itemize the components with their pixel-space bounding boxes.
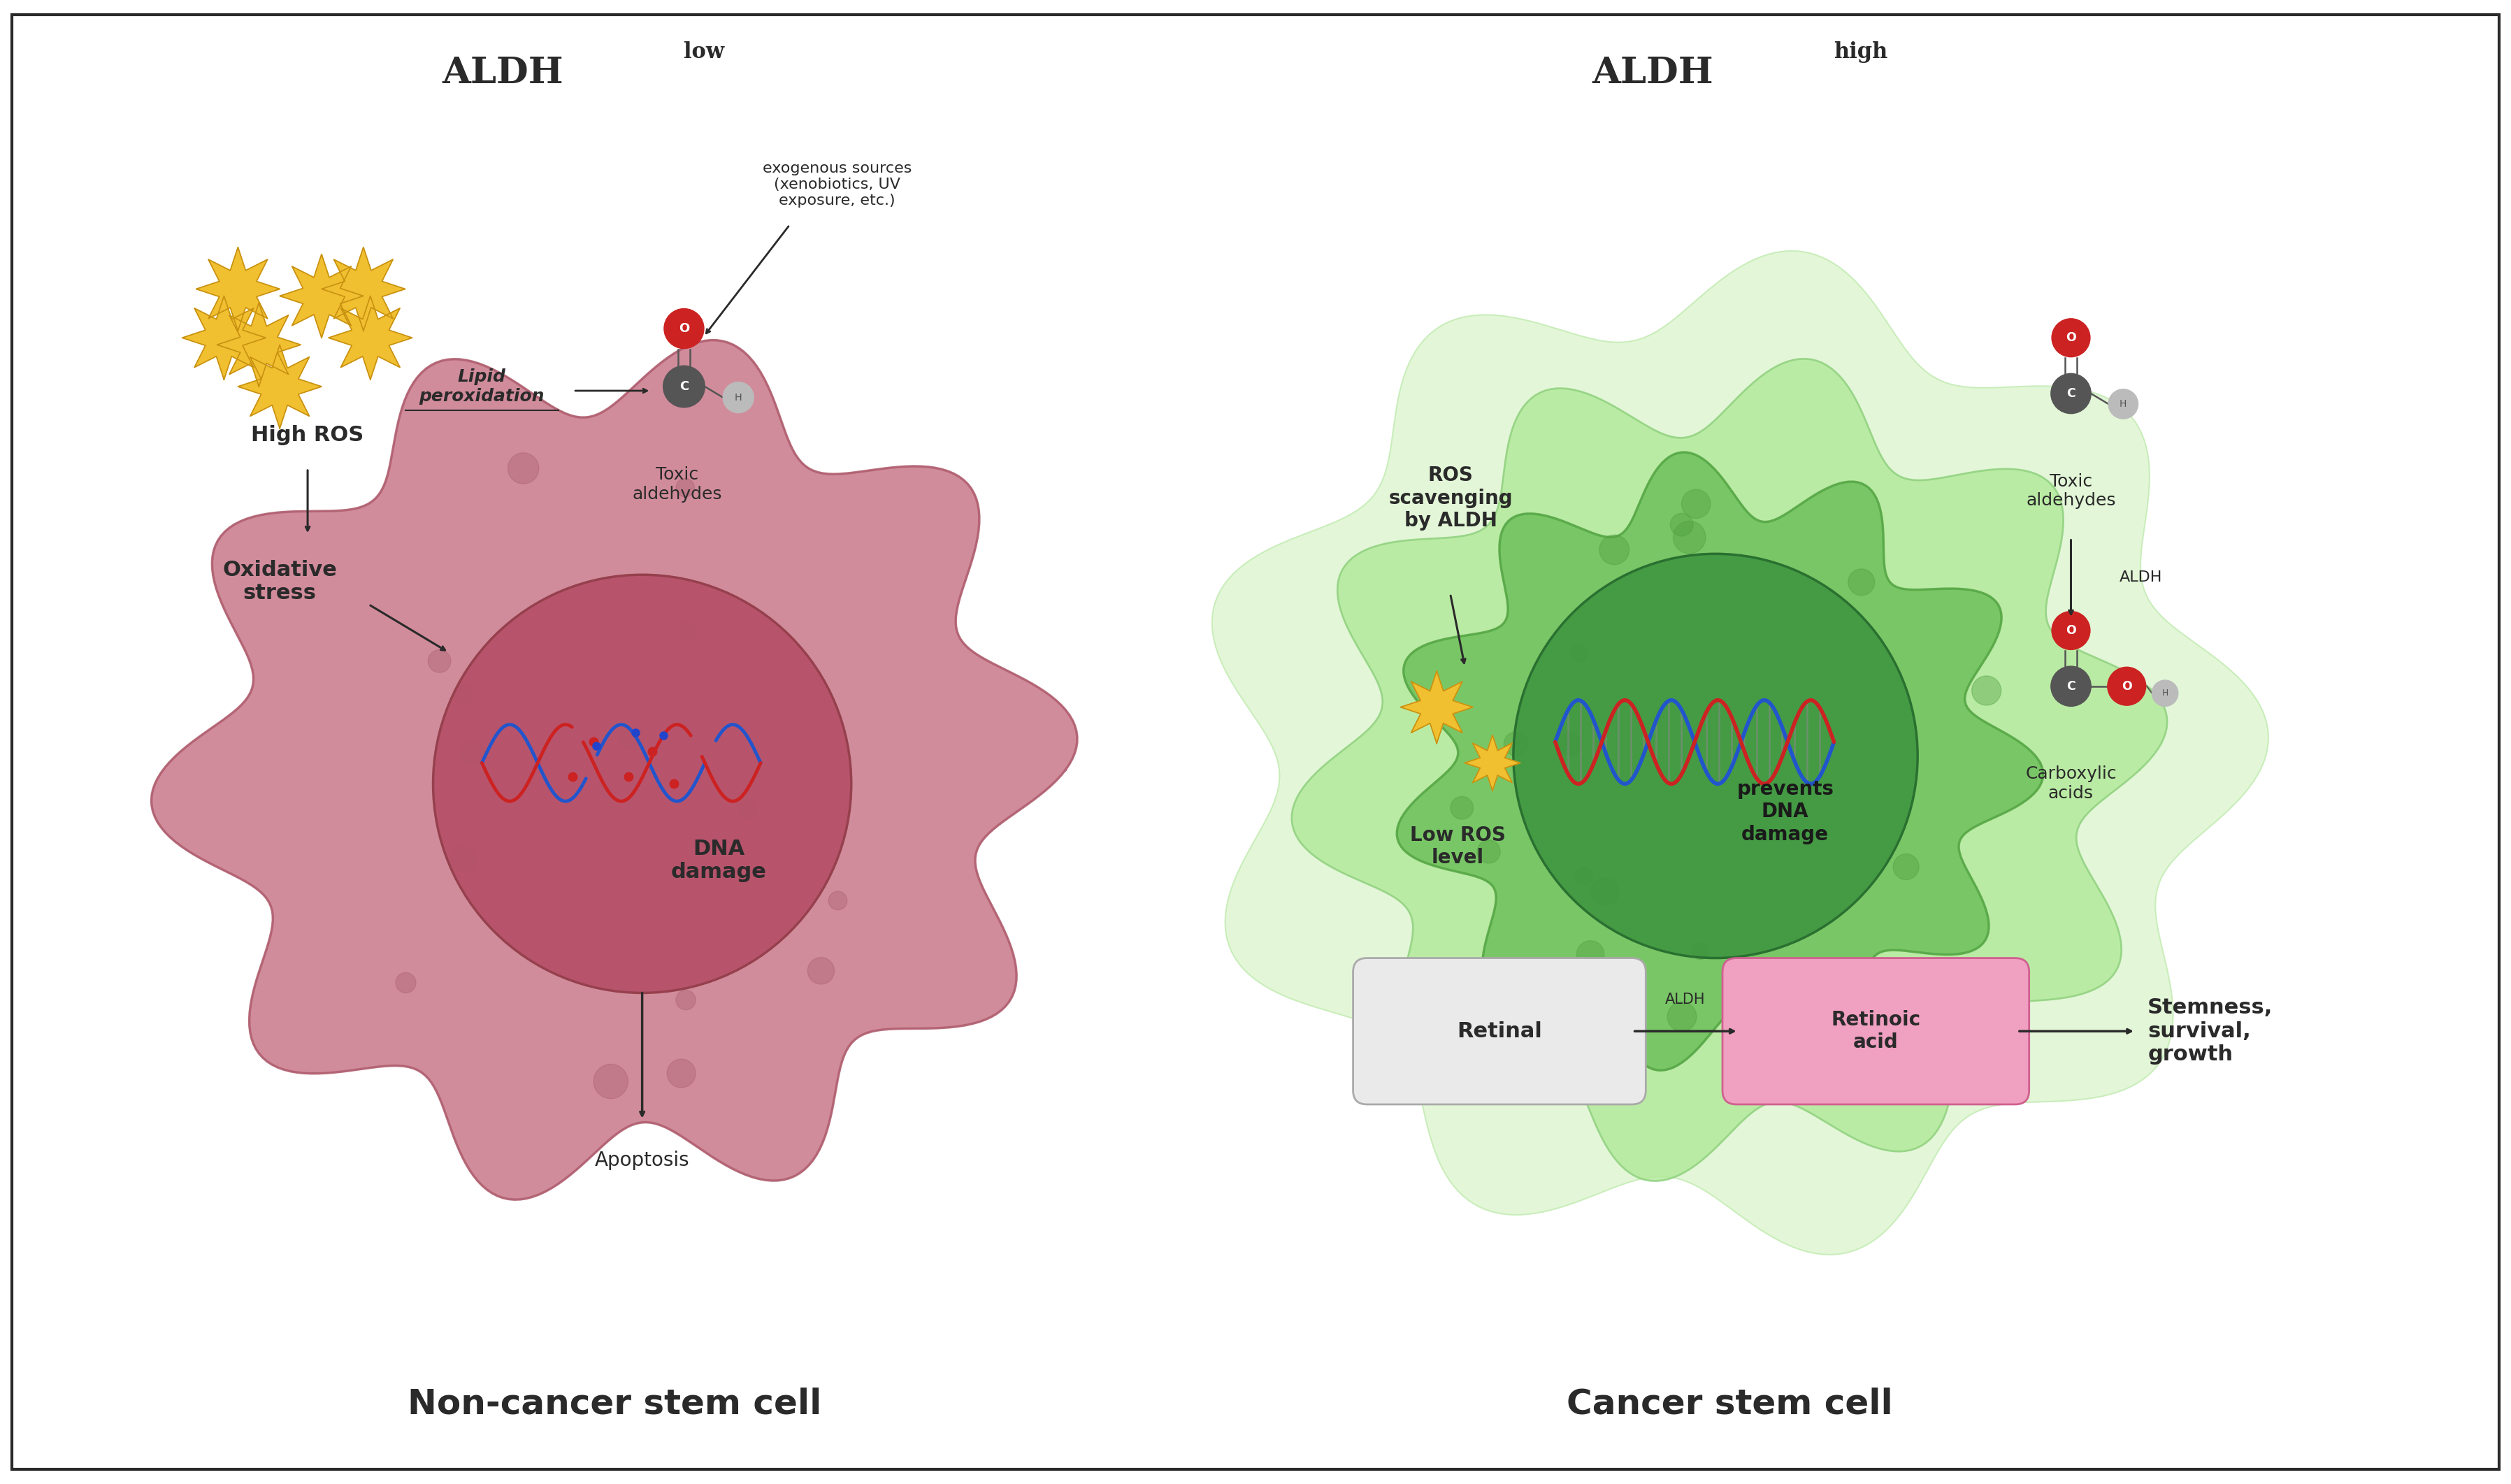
Circle shape bbox=[2107, 668, 2147, 705]
Polygon shape bbox=[239, 344, 321, 429]
Circle shape bbox=[2051, 319, 2089, 358]
Text: Lipid
peroxidation: Lipid peroxidation bbox=[419, 368, 545, 405]
Text: Non-cancer stem cell: Non-cancer stem cell bbox=[407, 1388, 821, 1420]
Polygon shape bbox=[1291, 359, 2167, 1181]
Circle shape bbox=[2051, 666, 2092, 706]
Text: O: O bbox=[2067, 625, 2077, 637]
Circle shape bbox=[460, 741, 485, 766]
Polygon shape bbox=[279, 254, 364, 338]
Text: O: O bbox=[678, 322, 691, 335]
Circle shape bbox=[454, 686, 472, 705]
Text: Retinal: Retinal bbox=[1456, 1021, 1542, 1042]
Text: exogenous sources
(xenobiotics, UV
exposure, etc.): exogenous sources (xenobiotics, UV expos… bbox=[763, 162, 911, 208]
FancyBboxPatch shape bbox=[1723, 959, 2029, 1104]
Circle shape bbox=[678, 622, 696, 640]
FancyBboxPatch shape bbox=[1353, 959, 1645, 1104]
Text: prevents
DNA
damage: prevents DNA damage bbox=[1738, 779, 1833, 844]
Circle shape bbox=[1682, 490, 1710, 518]
Circle shape bbox=[2051, 374, 2092, 414]
Text: high: high bbox=[1833, 42, 1888, 62]
Circle shape bbox=[1667, 1002, 1697, 1031]
Circle shape bbox=[663, 365, 706, 408]
Text: ROS
scavenging
by ALDH: ROS scavenging by ALDH bbox=[1389, 466, 1512, 530]
Circle shape bbox=[1451, 797, 1474, 819]
Circle shape bbox=[507, 453, 540, 484]
Circle shape bbox=[1971, 675, 2001, 705]
Text: Low ROS
level: Low ROS level bbox=[1409, 825, 1507, 868]
Circle shape bbox=[668, 1060, 696, 1088]
Circle shape bbox=[1600, 534, 1630, 565]
Circle shape bbox=[1476, 840, 1499, 864]
Circle shape bbox=[2051, 611, 2089, 650]
Text: C: C bbox=[2067, 680, 2077, 693]
Text: C: C bbox=[680, 380, 688, 393]
Circle shape bbox=[1893, 853, 1918, 880]
Text: Retinoic
acid: Retinoic acid bbox=[1831, 1011, 1921, 1052]
Text: C: C bbox=[2067, 387, 2077, 399]
Polygon shape bbox=[1396, 453, 2044, 1070]
Text: DNA
damage: DNA damage bbox=[670, 838, 766, 883]
Text: low: low bbox=[683, 42, 726, 62]
Text: H: H bbox=[736, 393, 743, 402]
Circle shape bbox=[618, 729, 638, 749]
Text: Carboxylic
acids: Carboxylic acids bbox=[2026, 766, 2117, 801]
Text: ALDH: ALDH bbox=[442, 55, 562, 91]
Circle shape bbox=[663, 309, 703, 349]
Text: Cancer stem cell: Cancer stem cell bbox=[1567, 1388, 1893, 1420]
Text: Apoptosis: Apoptosis bbox=[595, 1150, 691, 1169]
Circle shape bbox=[1848, 568, 1876, 595]
Circle shape bbox=[738, 800, 758, 819]
Circle shape bbox=[593, 1064, 628, 1098]
Circle shape bbox=[1589, 877, 1620, 907]
Polygon shape bbox=[1464, 735, 1519, 791]
Text: Toxic
aldehydes: Toxic aldehydes bbox=[633, 466, 723, 502]
Polygon shape bbox=[321, 248, 404, 331]
Circle shape bbox=[1577, 941, 1605, 968]
Circle shape bbox=[1504, 732, 1529, 755]
Circle shape bbox=[1692, 942, 1710, 960]
Polygon shape bbox=[151, 340, 1077, 1199]
Polygon shape bbox=[183, 295, 266, 380]
Text: High ROS: High ROS bbox=[251, 426, 364, 445]
Circle shape bbox=[452, 846, 477, 873]
Circle shape bbox=[1670, 513, 1692, 536]
Text: ALDH: ALDH bbox=[1592, 55, 1713, 91]
Circle shape bbox=[1559, 733, 1582, 757]
Circle shape bbox=[1569, 644, 1587, 662]
Circle shape bbox=[1587, 997, 1617, 1025]
Polygon shape bbox=[216, 303, 301, 386]
Circle shape bbox=[2152, 680, 2177, 706]
Text: ALDH: ALDH bbox=[2119, 570, 2162, 585]
Circle shape bbox=[675, 478, 696, 497]
Circle shape bbox=[1574, 867, 1592, 886]
Circle shape bbox=[809, 957, 834, 984]
Circle shape bbox=[432, 574, 851, 993]
Circle shape bbox=[675, 990, 696, 1011]
Polygon shape bbox=[1213, 251, 2267, 1254]
Text: Toxic
aldehydes: Toxic aldehydes bbox=[2026, 473, 2117, 509]
Circle shape bbox=[1672, 521, 1705, 554]
Circle shape bbox=[397, 972, 417, 993]
Text: O: O bbox=[2067, 331, 2077, 344]
Polygon shape bbox=[1401, 671, 1474, 743]
Text: H: H bbox=[2162, 689, 2170, 697]
Circle shape bbox=[723, 381, 753, 413]
Polygon shape bbox=[196, 248, 279, 331]
Text: H: H bbox=[2119, 399, 2127, 410]
Text: ALDH: ALDH bbox=[1665, 993, 1705, 1006]
Circle shape bbox=[427, 650, 452, 672]
Circle shape bbox=[829, 892, 846, 910]
Text: Oxidative
stress: Oxidative stress bbox=[223, 559, 336, 604]
Text: O: O bbox=[2122, 680, 2132, 693]
Polygon shape bbox=[329, 295, 412, 380]
Text: Stemness,
survival,
growth: Stemness, survival, growth bbox=[2147, 997, 2272, 1066]
Circle shape bbox=[1514, 554, 1918, 959]
Circle shape bbox=[2109, 389, 2137, 418]
